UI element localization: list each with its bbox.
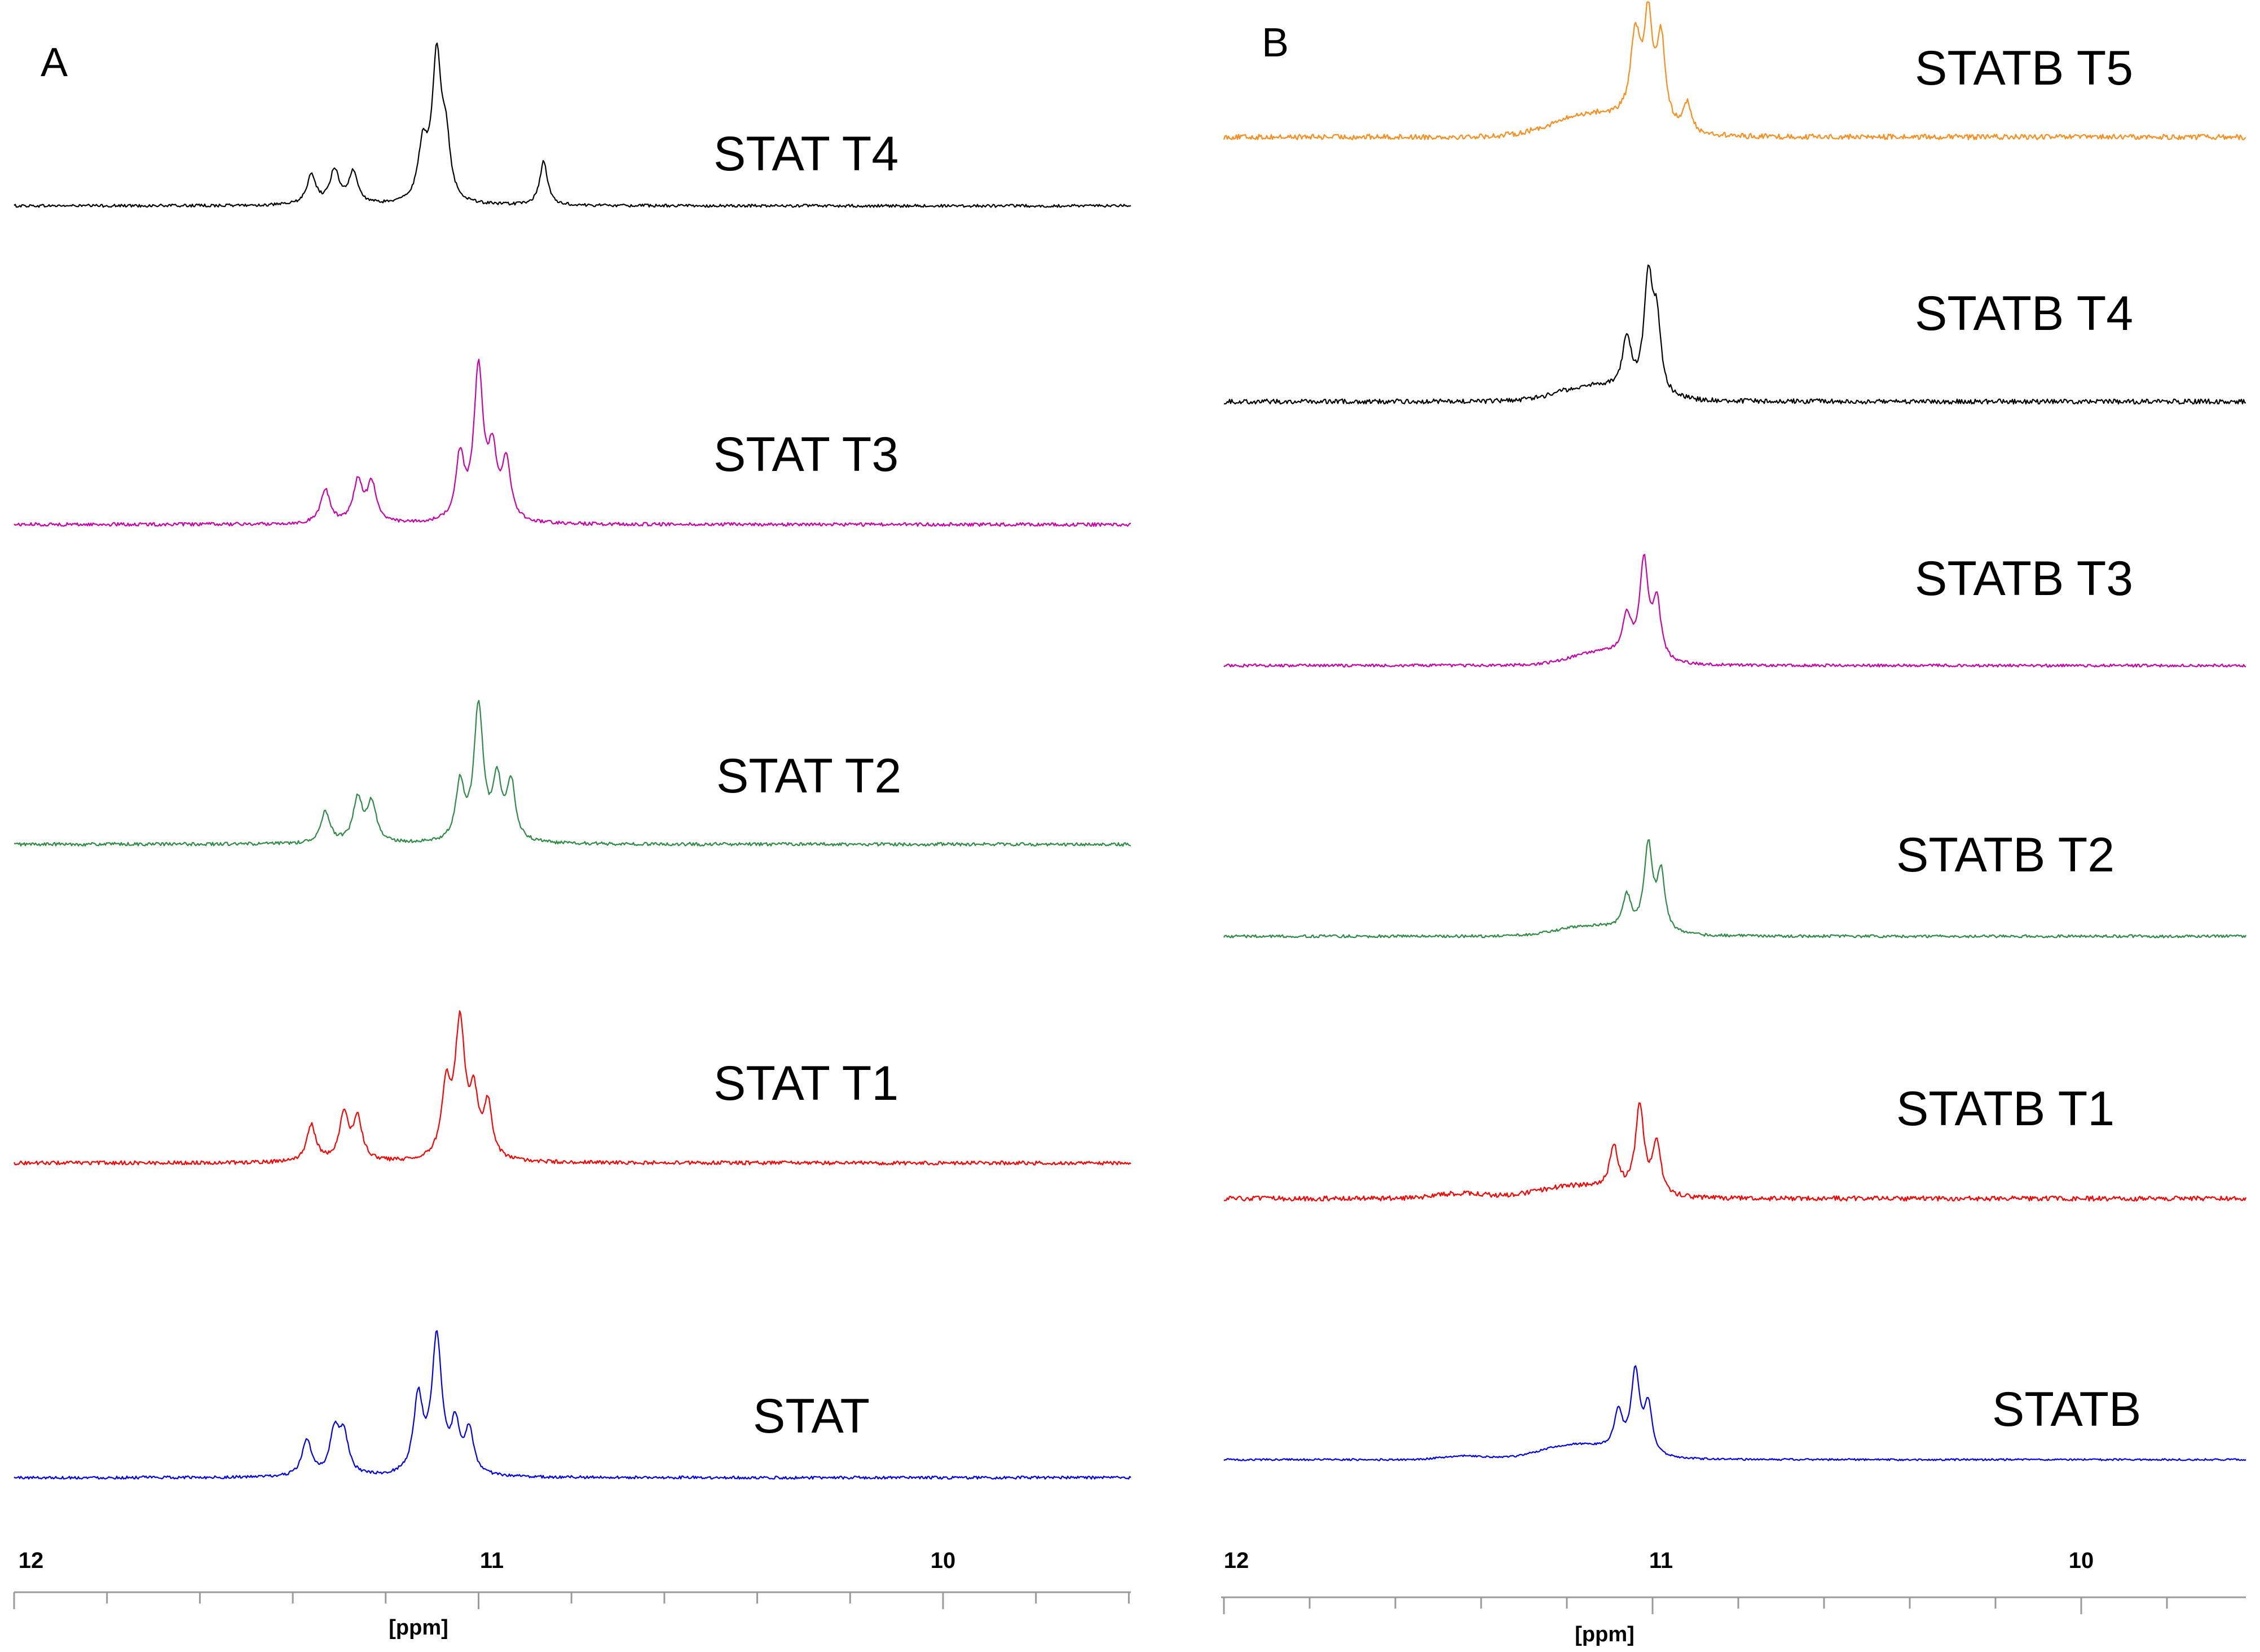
spectrum-line-stat-t3 bbox=[14, 358, 1131, 527]
spectrum-line-stat-t4 bbox=[14, 42, 1131, 208]
panel-b: B STATB T5 STATB T4 STATB T3 STATB T2 ST… bbox=[1221, 1, 2247, 1646]
tick-label-10: 10 bbox=[931, 1548, 956, 1573]
spectrum-line-statb-t4 bbox=[1223, 265, 2246, 405]
spectrum-line-statb-t1 bbox=[1223, 1102, 2247, 1202]
spectrum-line-stat-t1 bbox=[14, 1010, 1131, 1166]
panel-b-letter: B bbox=[1262, 20, 1289, 65]
panel-a: A STAT T4 STAT T3 STAT T2 STAT T1 STAT 1… bbox=[13, 40, 1131, 1640]
trace-label-statb-t2: STATB T2 bbox=[1896, 828, 2114, 882]
trace-label-stat: STAT bbox=[753, 1389, 870, 1443]
tick-label-11: 11 bbox=[480, 1548, 504, 1573]
trace-label-statb-t5: STATB T5 bbox=[1915, 41, 2133, 95]
spectrum-line-statb-t5 bbox=[1223, 1, 2246, 140]
x-axis-ticks bbox=[13, 1592, 1130, 1609]
trace-label-stat-t4: STAT T4 bbox=[713, 127, 898, 181]
tick-label-12: 12 bbox=[1224, 1548, 1249, 1573]
trace-label-stat-t2: STAT T2 bbox=[716, 749, 901, 803]
tick-label-10: 10 bbox=[2069, 1548, 2094, 1573]
spectrum-line-statb-t2 bbox=[1223, 839, 2246, 939]
trace-label-statb-t4: STATB T4 bbox=[1915, 287, 2133, 341]
panel-a-letter: A bbox=[41, 40, 68, 85]
x-axis-ticks bbox=[1223, 1597, 2168, 1614]
x-axis-title: [ppm] bbox=[1575, 1623, 1635, 1646]
trace-label-stat-t1: STAT T1 bbox=[713, 1056, 898, 1111]
tick-label-12: 12 bbox=[19, 1548, 44, 1573]
trace-label-statb-t3: STATB T3 bbox=[1915, 552, 2133, 606]
panel-a-x-axis: 12 11 10 [ppm] bbox=[13, 1548, 1131, 1640]
spectrum-line-stat bbox=[14, 1330, 1131, 1480]
spectrum-line-stat-t2 bbox=[14, 699, 1131, 847]
spectrum-line-statb-t3 bbox=[1223, 554, 2246, 668]
trace-label-stat-t3: STAT T3 bbox=[713, 428, 898, 482]
panel-b-x-axis: 12 11 10 [ppm] bbox=[1221, 1548, 2246, 1646]
x-axis-title: [ppm] bbox=[389, 1616, 448, 1640]
trace-label-statb: STATB bbox=[1992, 1382, 2141, 1437]
spectrum-line-statb bbox=[1223, 1365, 2246, 1461]
tick-label-11: 11 bbox=[1649, 1548, 1673, 1573]
trace-label-statb-t1: STATB T1 bbox=[1896, 1082, 2114, 1136]
